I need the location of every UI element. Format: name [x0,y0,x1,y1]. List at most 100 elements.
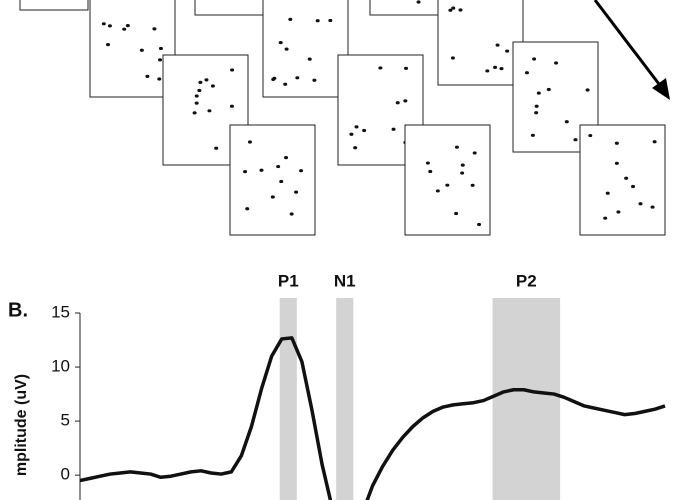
y-tick-label: 10 [51,357,70,376]
dot [283,82,288,86]
stimulus-panel [369,0,441,16]
dot [122,27,127,31]
panel-frame [19,0,89,11]
dot [289,212,294,216]
dot [299,169,304,173]
dot [530,133,535,137]
dot [650,205,655,209]
dot [534,111,539,115]
plot: P1 N1 P2 0 5 10 15 [51,271,666,500]
dot [403,99,408,103]
dot [460,171,465,175]
dot [499,67,504,71]
stimulus-panel [404,124,491,236]
dot [145,74,150,78]
dot [546,87,551,92]
dot [445,183,450,187]
dot [315,19,320,23]
panel-frame [437,0,524,86]
stimulus-panel [262,0,349,98]
dot [284,156,289,160]
component-window [492,298,561,500]
dot [616,210,621,214]
arrow-shaft [593,0,664,89]
dot [404,66,409,70]
dot [295,76,300,80]
dot [534,104,539,108]
stimulus-panel [162,54,249,166]
dot [101,22,106,26]
dot [105,43,110,47]
stimulus-panel [194,0,266,16]
y-tick-label: 15 [51,302,70,321]
dot [294,190,299,194]
dot [603,216,608,220]
dot [536,91,541,95]
window-label: N1 [334,271,356,290]
dot [194,101,199,105]
window-label: P1 [278,271,299,290]
dot [631,184,636,189]
dot [207,109,212,113]
dot [349,132,354,136]
dot [158,46,163,51]
stimulus-panels [19,0,666,236]
dot [378,66,383,70]
stimulus-panel [89,0,176,98]
dot [198,80,203,84]
dot [229,104,234,108]
dot [139,48,144,52]
stimulus-panel [579,124,666,236]
dot [230,68,235,72]
dot [272,76,277,80]
dot [416,0,421,4]
dot [354,125,359,129]
dot [454,211,459,216]
dot [197,88,202,93]
dot [451,6,456,10]
y-tick-label: 0 [61,465,70,484]
panel-frame [229,124,316,236]
dot [247,140,252,144]
dot [192,111,197,115]
dot [245,207,250,211]
dot [276,164,281,169]
dot [152,27,157,31]
component-window [279,298,297,500]
panel-frame [579,124,666,236]
panel-frame [194,0,266,16]
dot [495,43,500,47]
dot [204,78,209,82]
dot [157,77,162,81]
dot [605,191,610,195]
dot [270,195,275,199]
y-axis-label: mplitude (uV) [13,374,30,476]
dot [194,94,199,98]
dot [454,145,459,149]
dot [259,168,264,172]
window-label: P2 [516,271,537,290]
dot [573,138,578,142]
dot [284,47,289,51]
dot [288,17,293,21]
stimulus-panel [437,0,524,86]
panel-frame [369,0,441,16]
arrow-head [652,78,670,100]
dot [624,176,629,180]
panel-label: B. [8,299,28,321]
dot [125,24,130,28]
dot [312,78,317,82]
y-tick-label: 5 [61,411,70,430]
time-arrow [593,0,670,100]
dot [585,88,590,92]
dot [472,151,477,155]
dot [328,18,333,23]
dot [460,163,465,167]
dot [554,61,559,65]
dot [532,57,537,61]
dot [158,58,163,62]
dot [210,84,215,88]
dot [362,128,367,133]
